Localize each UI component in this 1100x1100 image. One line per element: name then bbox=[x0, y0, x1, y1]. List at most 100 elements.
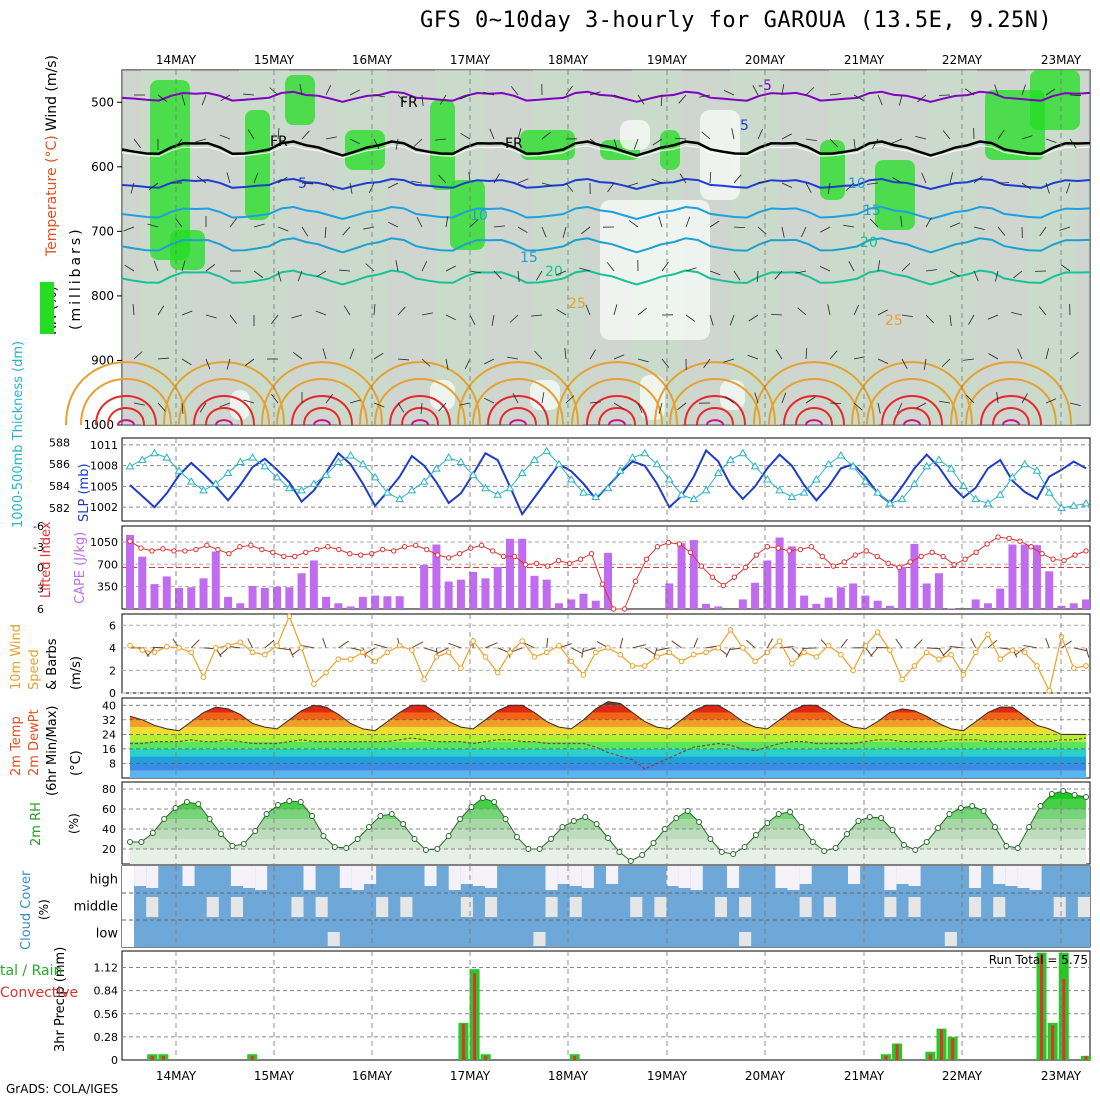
wind-barb bbox=[349, 138, 361, 145]
cloud-gap-high bbox=[908, 866, 921, 886]
wind-speed-point bbox=[727, 627, 734, 633]
thickness-point bbox=[1044, 488, 1054, 496]
thickness-point bbox=[615, 466, 625, 474]
wind-speed-point bbox=[470, 638, 476, 644]
cloud-panel: high middle low Cloud Cover (%) bbox=[19, 866, 1090, 950]
wind-barb bbox=[703, 358, 711, 369]
cape-bar bbox=[432, 544, 441, 609]
rh-band bbox=[130, 799, 1086, 809]
temp-band bbox=[130, 763, 1086, 771]
li-point bbox=[1050, 556, 1056, 562]
date-label-bottom: 16MAY bbox=[352, 1069, 393, 1083]
cape-bar bbox=[138, 556, 147, 609]
wind-barb bbox=[925, 217, 932, 228]
pressure-tick-label: 1000 bbox=[83, 418, 114, 432]
wind-barb bbox=[685, 314, 696, 322]
wind-barb bbox=[157, 402, 166, 412]
wind-speed-point bbox=[249, 649, 256, 656]
wind-speed-point bbox=[580, 672, 587, 678]
wind-barb bbox=[613, 94, 625, 100]
cloud-gap-high bbox=[581, 866, 594, 888]
rh-point bbox=[422, 847, 429, 853]
precip-convective-bar bbox=[461, 1023, 465, 1060]
wind-barb bbox=[679, 173, 687, 184]
wind-barb bbox=[805, 396, 816, 404]
cloud-gap-middle bbox=[460, 897, 473, 917]
isotherm-15 bbox=[121, 237, 1091, 254]
wind-barb bbox=[343, 305, 351, 316]
li-point bbox=[533, 560, 540, 567]
wind-barb bbox=[411, 641, 424, 649]
cape-bar bbox=[1082, 599, 1090, 609]
li-point bbox=[720, 582, 727, 589]
wind-speed-point bbox=[225, 642, 231, 649]
rh-point bbox=[548, 836, 555, 842]
wind-barb bbox=[201, 94, 207, 106]
wind-barb bbox=[770, 313, 783, 316]
slp-panel: 1011 1008 1005 1002 588 586 584 582 1000-500mb T… bbox=[11, 341, 1091, 528]
cape-bar bbox=[162, 576, 171, 609]
wind-speed-point bbox=[262, 651, 268, 658]
wind-barb bbox=[892, 177, 903, 184]
cloud-gap-high bbox=[134, 866, 147, 886]
wind-barb bbox=[949, 172, 954, 184]
cloud-gap-high bbox=[146, 866, 159, 888]
wind-barb bbox=[915, 135, 927, 140]
wind-barb bbox=[973, 226, 985, 231]
wind-barb bbox=[819, 265, 831, 272]
cape-tick-label: 350 bbox=[97, 581, 118, 594]
isotherm-dome bbox=[992, 407, 1030, 426]
wind-barb bbox=[877, 402, 881, 414]
li-point bbox=[193, 546, 199, 553]
thickness-tick-label: 586 bbox=[49, 458, 70, 471]
li-point bbox=[314, 546, 320, 553]
cape-bar bbox=[677, 543, 686, 609]
wind-barb bbox=[541, 131, 551, 140]
date-label-top: 15MAY bbox=[254, 53, 295, 67]
rh-point bbox=[821, 848, 828, 854]
wind-barb bbox=[535, 270, 543, 281]
wind-barb bbox=[297, 270, 303, 282]
wind-barb bbox=[795, 270, 807, 274]
thickness-point bbox=[1020, 459, 1030, 468]
isotherm-dome bbox=[753, 361, 875, 426]
li-point bbox=[819, 553, 825, 560]
wind-barb bbox=[637, 402, 643, 414]
wind-barb bbox=[1060, 264, 1071, 272]
wind-barb bbox=[652, 138, 663, 146]
rh-point bbox=[263, 811, 270, 817]
rh-point bbox=[320, 833, 327, 839]
wind-barb bbox=[872, 138, 879, 149]
thickness-point bbox=[811, 475, 821, 483]
wind-barb bbox=[562, 226, 567, 238]
wind-speed-point bbox=[568, 658, 575, 665]
wind-barb bbox=[1021, 84, 1026, 96]
isotherm-dome bbox=[359, 361, 481, 426]
wind-speed-point bbox=[813, 654, 820, 660]
isotherm-dome bbox=[950, 361, 1072, 426]
li-point bbox=[643, 556, 650, 562]
cloud-gap-low bbox=[739, 932, 752, 946]
wind-speed-point bbox=[274, 642, 280, 649]
cape-bar bbox=[187, 587, 196, 609]
wind-barb bbox=[1069, 402, 1081, 407]
li-point bbox=[423, 546, 430, 553]
thickness-tick-label: 582 bbox=[49, 502, 70, 515]
wind-speed-point bbox=[494, 669, 501, 676]
wind-barb bbox=[701, 131, 711, 140]
temp-band bbox=[130, 719, 1086, 728]
wind-barb bbox=[1021, 182, 1032, 190]
cloud-gap-middle bbox=[630, 897, 643, 917]
wind-barb bbox=[413, 138, 423, 147]
wind-barb bbox=[1059, 226, 1071, 231]
wind-barb bbox=[133, 351, 143, 360]
isotherm-dome bbox=[193, 394, 255, 426]
wind-barb bbox=[493, 270, 502, 280]
li-point bbox=[1061, 557, 1067, 564]
thickness-ylabel: 1000-500mb Thickness (dm) bbox=[11, 341, 26, 528]
rh-point bbox=[969, 803, 976, 809]
wind-barb bbox=[853, 138, 856, 150]
wind-speed-point bbox=[923, 649, 930, 656]
slp-tick-label: 1005 bbox=[90, 480, 118, 493]
wind-barb bbox=[867, 182, 879, 185]
